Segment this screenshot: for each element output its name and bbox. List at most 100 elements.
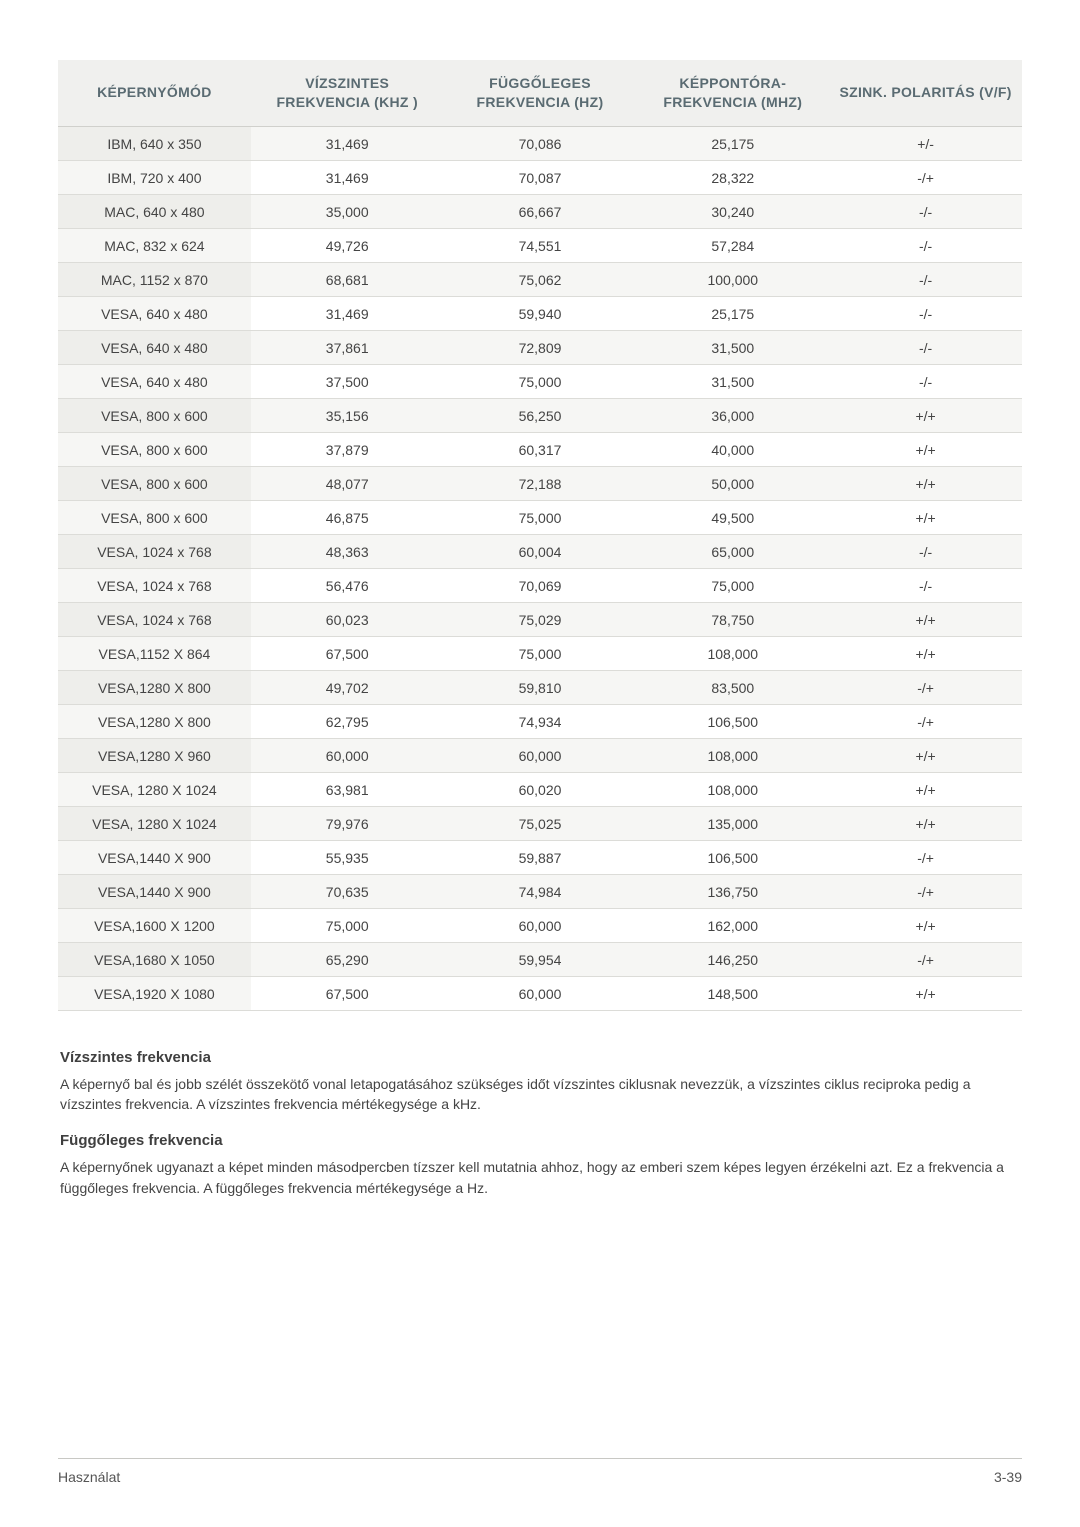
cell-value: 63,981 <box>251 772 444 806</box>
cell-value: 59,887 <box>444 840 637 874</box>
col-header-hfreq: VÍZSZINTES FREKVENCIA (KHZ ) <box>251 60 444 126</box>
cell-value: 146,250 <box>636 942 829 976</box>
cell-value: +/+ <box>829 636 1022 670</box>
note-body: A képernyőnek ugyanazt a képet minden má… <box>60 1157 1020 1198</box>
cell-value: -/- <box>829 296 1022 330</box>
table-row: VESA,1280 X 80062,79574,934106,500-/+ <box>58 704 1022 738</box>
cell-value: +/+ <box>829 806 1022 840</box>
cell-value: -/- <box>829 568 1022 602</box>
cell-value: 74,934 <box>444 704 637 738</box>
table-row: VESA, 1024 x 76848,36360,00465,000-/- <box>58 534 1022 568</box>
page-footer: Használat 3-39 <box>0 1458 1080 1485</box>
cell-value: 55,935 <box>251 840 444 874</box>
cell-value: 75,025 <box>444 806 637 840</box>
table-row: VESA,1280 X 96060,00060,000108,000+/+ <box>58 738 1022 772</box>
cell-mode: VESA,1680 X 1050 <box>58 942 251 976</box>
cell-value: 31,469 <box>251 296 444 330</box>
cell-value: 148,500 <box>636 976 829 1010</box>
cell-mode: VESA,1440 X 900 <box>58 840 251 874</box>
cell-value: 35,156 <box>251 398 444 432</box>
footer-rule <box>58 1458 1022 1459</box>
cell-value: 60,000 <box>444 738 637 772</box>
notes-section: Vízszintes frekvencia A képernyő bal és … <box>58 1049 1022 1198</box>
cell-value: 28,322 <box>636 160 829 194</box>
cell-value: 25,175 <box>636 296 829 330</box>
note-heading: Vízszintes frekvencia <box>60 1049 1020 1066</box>
cell-value: 135,000 <box>636 806 829 840</box>
cell-mode: VESA,1280 X 800 <box>58 670 251 704</box>
cell-value: -/- <box>829 534 1022 568</box>
cell-value: -/+ <box>829 942 1022 976</box>
cell-value: 108,000 <box>636 772 829 806</box>
cell-value: 75,062 <box>444 262 637 296</box>
cell-value: 56,250 <box>444 398 637 432</box>
col-header-mode: KÉPERNYŐMÓD <box>58 60 251 126</box>
table-row: VESA, 800 x 60035,15656,25036,000+/+ <box>58 398 1022 432</box>
cell-value: +/+ <box>829 466 1022 500</box>
cell-value: 78,750 <box>636 602 829 636</box>
cell-value: 48,363 <box>251 534 444 568</box>
cell-value: 60,000 <box>444 908 637 942</box>
cell-value: +/+ <box>829 432 1022 466</box>
cell-value: 72,809 <box>444 330 637 364</box>
cell-mode: MAC, 1152 x 870 <box>58 262 251 296</box>
note-body: A képernyő bal és jobb szélét összekötő … <box>60 1074 1020 1115</box>
cell-value: +/+ <box>829 772 1022 806</box>
cell-value: 70,086 <box>444 126 637 160</box>
cell-value: +/+ <box>829 398 1022 432</box>
table-row: VESA,1440 X 90055,93559,887106,500-/+ <box>58 840 1022 874</box>
cell-value: 75,000 <box>636 568 829 602</box>
cell-value: 70,087 <box>444 160 637 194</box>
cell-value: 60,023 <box>251 602 444 636</box>
cell-mode: VESA, 1024 x 768 <box>58 602 251 636</box>
cell-value: 31,469 <box>251 160 444 194</box>
cell-value: 36,000 <box>636 398 829 432</box>
footer-right: 3-39 <box>994 1469 1022 1485</box>
cell-value: 74,551 <box>444 228 637 262</box>
col-header-vfreq: FÜGGŐLEGES FREKVENCIA (HZ) <box>444 60 637 126</box>
cell-mode: MAC, 832 x 624 <box>58 228 251 262</box>
cell-value: 67,500 <box>251 636 444 670</box>
cell-value: 162,000 <box>636 908 829 942</box>
table-row: VESA,1680 X 105065,29059,954146,250-/+ <box>58 942 1022 976</box>
table-row: IBM, 720 x 40031,46970,08728,322-/+ <box>58 160 1022 194</box>
cell-value: +/+ <box>829 602 1022 636</box>
cell-value: 72,188 <box>444 466 637 500</box>
cell-value: 31,500 <box>636 330 829 364</box>
cell-value: -/+ <box>829 160 1022 194</box>
cell-value: 75,000 <box>444 500 637 534</box>
cell-value: +/+ <box>829 976 1022 1010</box>
cell-value: 59,810 <box>444 670 637 704</box>
table-row: VESA, 1024 x 76860,02375,02978,750+/+ <box>58 602 1022 636</box>
cell-mode: VESA,1152 X 864 <box>58 636 251 670</box>
table-row: MAC, 832 x 62449,72674,55157,284-/- <box>58 228 1022 262</box>
table-row: VESA,1920 X 108067,50060,000148,500+/+ <box>58 976 1022 1010</box>
cell-value: 48,077 <box>251 466 444 500</box>
table-row: VESA,1152 X 86467,50075,000108,000+/+ <box>58 636 1022 670</box>
cell-value: 75,000 <box>251 908 444 942</box>
table-row: VESA, 640 x 48031,46959,94025,175-/- <box>58 296 1022 330</box>
cell-value: +/+ <box>829 908 1022 942</box>
cell-value: 106,500 <box>636 840 829 874</box>
cell-mode: VESA, 800 x 600 <box>58 432 251 466</box>
cell-value: 79,976 <box>251 806 444 840</box>
cell-value: 30,240 <box>636 194 829 228</box>
cell-value: 37,879 <box>251 432 444 466</box>
cell-value: 68,681 <box>251 262 444 296</box>
cell-value: -/+ <box>829 670 1022 704</box>
cell-mode: VESA, 1024 x 768 <box>58 568 251 602</box>
cell-mode: VESA,1920 X 1080 <box>58 976 251 1010</box>
cell-value: 70,635 <box>251 874 444 908</box>
cell-value: 75,029 <box>444 602 637 636</box>
cell-value: 60,000 <box>251 738 444 772</box>
cell-value: 50,000 <box>636 466 829 500</box>
cell-value: 60,004 <box>444 534 637 568</box>
cell-mode: VESA, 800 x 600 <box>58 398 251 432</box>
table-row: VESA, 1280 X 102479,97675,025135,000+/+ <box>58 806 1022 840</box>
cell-value: -/- <box>829 228 1022 262</box>
table-row: VESA, 800 x 60037,87960,31740,000+/+ <box>58 432 1022 466</box>
cell-mode: MAC, 640 x 480 <box>58 194 251 228</box>
cell-value: -/+ <box>829 874 1022 908</box>
col-header-polarity: SZINK. POLARITÁS (V/F) <box>829 60 1022 126</box>
table-row: IBM, 640 x 35031,46970,08625,175+/- <box>58 126 1022 160</box>
